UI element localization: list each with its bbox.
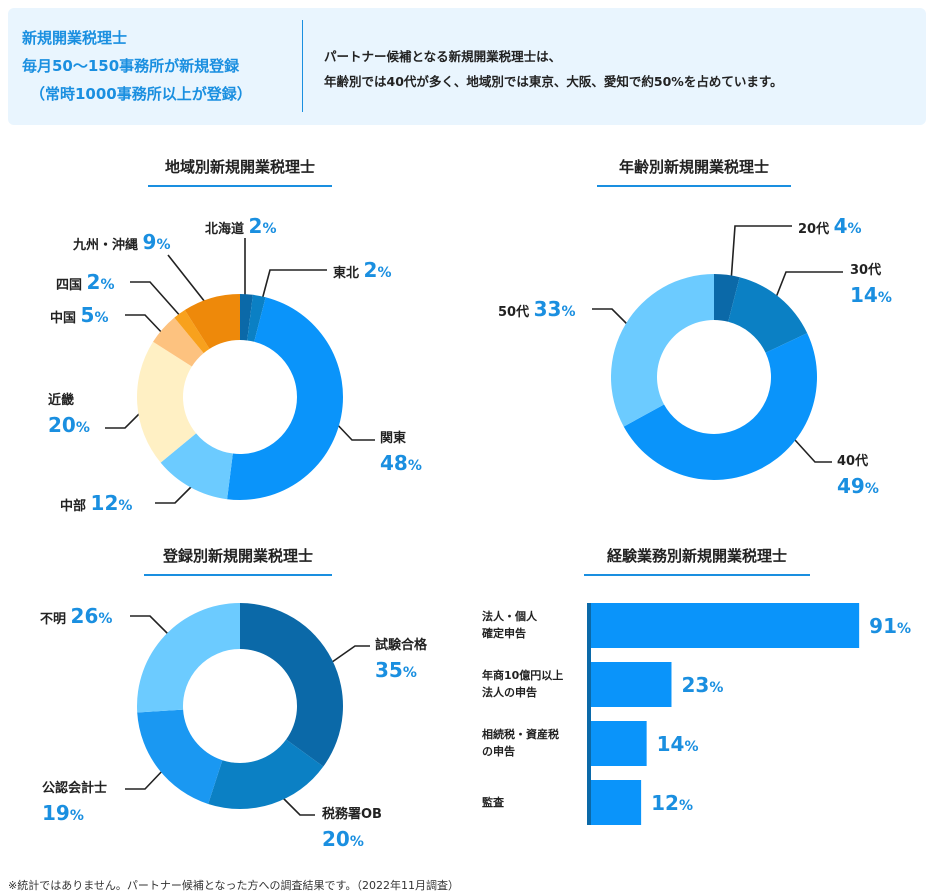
- donut-segment-不明: [137, 603, 240, 713]
- label-cpa: 公認会計士 19%: [42, 781, 108, 825]
- summary-line: パートナー候補となる新規開業税理士は、: [324, 49, 562, 64]
- chart-title-registration: 登録別新規開業税理士: [144, 545, 332, 576]
- label-20s: 20代 4%: [798, 214, 862, 238]
- donut-segment-四国: [174, 310, 210, 354]
- bar-2: [591, 721, 647, 766]
- bar-1: [591, 662, 672, 707]
- summary-line: 年齢別では40代が多く、地域別では東京、大阪、愛知で約50%を占めています。: [324, 74, 783, 89]
- summary-text: パートナー候補となる新規開業税理士は、 年齢別では40代が多く、地域別では東京、…: [324, 44, 783, 94]
- bar-label: 法人・個人 確定申告: [482, 610, 537, 640]
- donut-segment-40代: [623, 333, 817, 480]
- donut-segment-30代: [728, 277, 808, 353]
- label-exam: 試験合格 35%: [375, 638, 428, 682]
- leader-lines: [105, 225, 843, 816]
- label-chubu: 中部 12%: [60, 491, 133, 515]
- donut-segment-税務署OB: [208, 739, 324, 809]
- bar-axis: [587, 603, 591, 825]
- label-shikoku: 四国 2%: [56, 270, 115, 294]
- donut-segment-50代: [611, 274, 714, 427]
- bar-label: 監査: [482, 796, 504, 809]
- bar-value: 91%: [869, 614, 912, 638]
- headline-line: （常時1000事務所以上が登録）: [30, 85, 252, 103]
- donut-segment-公認会計士: [137, 709, 223, 804]
- label-tax-office-ob: 税務署OB 20%: [322, 807, 382, 851]
- donut-segment-近畿: [137, 341, 197, 463]
- bar-value: 23%: [681, 673, 724, 697]
- donut-region: [137, 294, 344, 500]
- summary-banner: 新規開業税理士 毎月50〜150事務所が新規登録 （常時1000事務所以上が登録…: [8, 8, 926, 125]
- bar-label: 相続税・資産税 の申告: [482, 728, 559, 758]
- footnote: ※統計ではありません。パートナー候補となった方への調査結果です。（2022年11…: [8, 879, 459, 892]
- bar-3: [591, 780, 642, 825]
- chart-title-age: 年齢別新規開業税理士: [597, 156, 791, 187]
- headline-line: 新規開業税理士: [22, 29, 128, 47]
- donut-registration: [137, 603, 343, 809]
- donut-segment-中国: [153, 317, 204, 367]
- label-hokkaido: 北海道 2%: [205, 214, 277, 238]
- label-50s: 50代 33%: [498, 297, 576, 321]
- label-kyushu: 九州・沖縄 9%: [73, 230, 171, 254]
- chart-title-experience: 経験業務別新規開業税理士: [584, 545, 810, 576]
- donut-segment-東北: [247, 294, 266, 342]
- summary-headline: 新規開業税理士 毎月50〜150事務所が新規登録 （常時1000事務所以上が登録…: [22, 24, 292, 108]
- donut-segment-20代: [714, 274, 740, 322]
- label-chugoku: 中国 5%: [50, 303, 109, 327]
- headline-line: 毎月50〜150事務所が新規登録: [22, 57, 240, 75]
- bar-label: 年商10億円以上 法人の申告: [482, 669, 564, 699]
- bar-0: [591, 603, 860, 648]
- label-tohoku: 東北 2%: [333, 258, 392, 282]
- divider: [302, 20, 303, 112]
- chart-title-region: 地域別新規開業税理士: [148, 156, 332, 187]
- label-40s: 40代 49%: [837, 454, 879, 498]
- donut-segment-北海道: [240, 294, 253, 341]
- label-kanto: 関東 48%: [380, 431, 422, 475]
- donut-age: [611, 274, 817, 480]
- bar-value: 12%: [651, 791, 693, 815]
- donut-segment-試験合格: [240, 603, 343, 767]
- label-kinki: 近畿 20%: [48, 393, 90, 437]
- label-30s: 30代 14%: [850, 263, 892, 307]
- donut-segment-九州・沖縄: [184, 294, 240, 349]
- bars-experience: [591, 603, 860, 825]
- label-unknown: 不明 26%: [40, 604, 113, 628]
- bar-value: 14%: [656, 732, 699, 756]
- donut-segment-関東: [227, 297, 344, 500]
- donut-segment-中部: [160, 433, 233, 500]
